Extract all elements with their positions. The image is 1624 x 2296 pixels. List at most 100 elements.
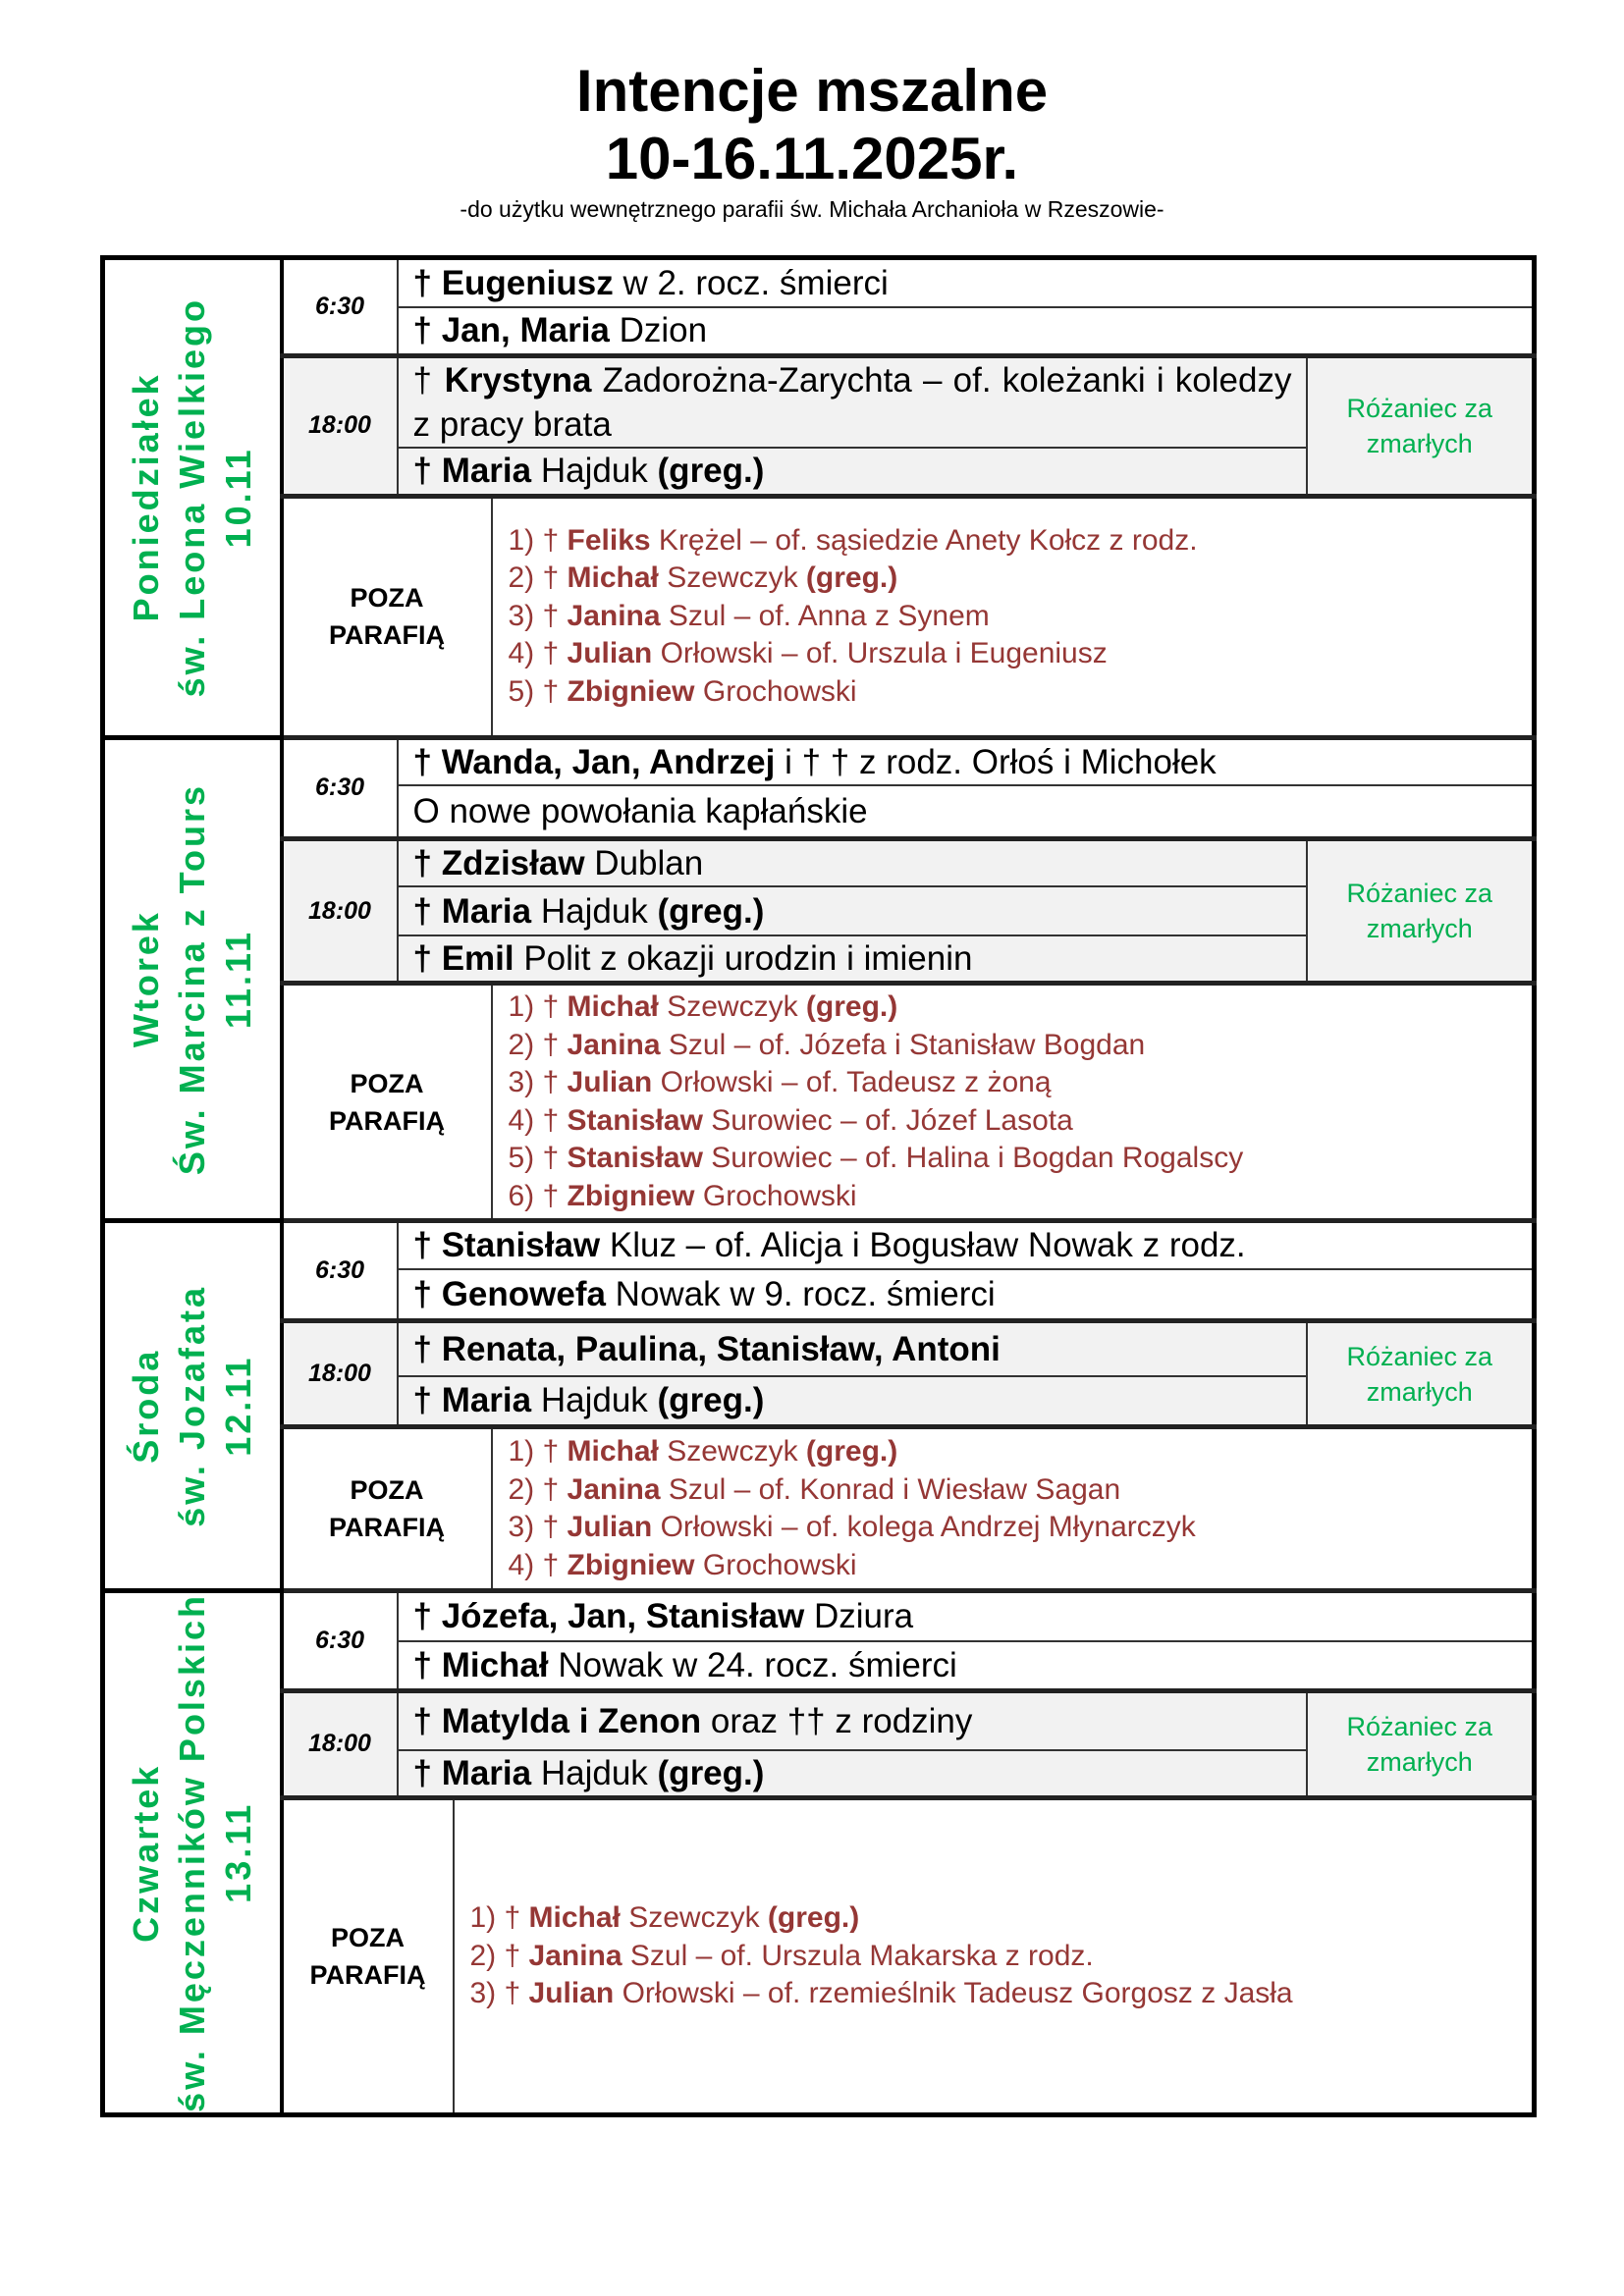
bold-text: Michał	[567, 561, 659, 595]
mass-time-evening: 18:00	[280, 836, 399, 985]
list-item: 4) † Zbigniew Grochowski	[509, 1547, 1196, 1585]
text: Krężel – of. sąsiedzie Anety Kołcz z rod…	[650, 523, 1198, 557]
bold-text: † Matylda i Zenon	[412, 1701, 702, 1740]
list-item: 5) † Zbigniew Grochowski	[509, 673, 1198, 712]
bold-text: † Eugeniusz	[412, 263, 614, 302]
text: Szewczyk	[658, 990, 806, 1023]
intention-row: † Maria Hajduk (greg.)	[103, 1374, 1535, 1428]
text: Nowak w 24. rocz. śmierci	[548, 1645, 957, 1684]
list-item: 3) † Julian Orłowski – of. rzemieślnik T…	[470, 1975, 1293, 2013]
outside-parish: POZA PARAFIĄ 1) † Michał Szewczyk (greg.)…	[284, 1802, 1533, 2112]
intention-text: † Zdzisław Dublan	[396, 836, 1308, 887]
outside-parish: POZA PARAFIĄ 1) † Feliks Krężel – of. sąs…	[284, 501, 1533, 735]
text: Orłowski – of. kolega Andrzej Młynarczyk	[652, 1511, 1196, 1543]
text: Dziura	[804, 1597, 914, 1636]
outside-parish-cell: POZA PARAFIĄ 1) † Michał Szewczyk (greg.)…	[280, 1794, 1536, 2116]
text: Kluz – of. Alicja i Bogusław Nowak z rod…	[600, 1226, 1246, 1265]
rosary-note: Różaniec za zmarłych	[1305, 353, 1536, 497]
weekday-name: Wtorek	[126, 910, 167, 1048]
bold-text: † Renata, Paulina, Stanisław, Antoni	[412, 1329, 1001, 1368]
text: Szewczyk	[658, 1435, 806, 1468]
list-item: 4) † Julian Orłowski – of. Urszula i Eug…	[509, 635, 1198, 673]
outside-parish-row: POZA PARAFIĄ 1) † Michał Szewczyk (greg.)…	[103, 981, 1536, 1222]
text: Dzion	[609, 311, 708, 350]
intention-row: † Emil Polit z okazji urodzin i imienin	[103, 934, 1535, 985]
text: Hajduk	[531, 891, 658, 931]
mass-time-morning: 6:30	[280, 734, 399, 840]
text: Szul – of. Anna z Synem	[660, 599, 990, 632]
bold-text: Julian	[567, 1066, 653, 1098]
text: 6) †	[508, 1179, 568, 1212]
text: Orłowski – of. Tadeusz z żoną	[652, 1066, 1052, 1098]
text: Orłowski – of. rzemieślnik Tadeusz Gorgo…	[614, 1977, 1293, 2010]
text: Szul – of. Konrad i Wiesław Sagan	[660, 1472, 1121, 1506]
bold-text: † Maria	[412, 891, 532, 931]
list-item: 1) † Michał Szewczyk (greg.)	[470, 1899, 1293, 1938]
intention-text: O nowe powołania kapłańskie	[396, 783, 1536, 840]
text: Hajduk	[531, 1381, 658, 1420]
intention-text: † Renata, Paulina, Stanisław, Antoni	[396, 1318, 1308, 1377]
text: 1) †	[508, 523, 568, 557]
intention-text: † Matylda i Zenon oraz †† z rodziny	[396, 1687, 1308, 1751]
intention-row: 18:00 † Krystyna Zadorożna-Zarychta – of.…	[103, 353, 1536, 497]
bold-text: (greg.)	[805, 990, 898, 1023]
intention-row: † Maria Hajduk (greg.)	[103, 447, 1535, 497]
text: Hajduk	[531, 1753, 658, 1792]
text: Hajduk	[531, 452, 658, 491]
list-item: 3) † Julian Orłowski – of. Tadeusz z żon…	[509, 1064, 1244, 1102]
text: Surowiec – of. Józef Lasota	[702, 1103, 1073, 1137]
intention-text: † Maria Hajduk (greg.)	[396, 1374, 1308, 1428]
intention-row: Wtorek Św. Marcina z Tours 11.11 6:30 † Wand…	[100, 734, 1536, 1223]
intention-text: † Genowefa Nowak w 9. rocz. śmierci	[396, 1267, 1536, 1322]
intention-text: † Stanisław Kluz – of. Alicja i Bogusław…	[396, 1218, 1536, 1270]
outside-parish-cell: POZA PARAFIĄ 1) † Michał Szewczyk (greg.)…	[280, 1424, 1536, 1592]
bold-text: Zbigniew	[567, 1548, 695, 1581]
text: 4) †	[508, 1548, 568, 1581]
text: 4) †	[508, 637, 568, 670]
list-item: 2) † Janina Szul – of. Konrad i Wiesław …	[509, 1471, 1196, 1510]
outside-parish: POZA PARAFIĄ 1) † Michał Szewczyk (greg.)…	[284, 1431, 1533, 1588]
bold-text: Julian	[567, 1511, 653, 1543]
text: 1) †	[508, 990, 568, 1023]
outside-parish-cell: POZA PARAFIĄ 1) † Michał Szewczyk (greg.)…	[280, 981, 1536, 1222]
text: 2) †	[469, 1939, 529, 1972]
bold-text: † Zdzisław	[412, 844, 585, 882]
intention-row: † Michał Nowak w 24. rocz. śmierci	[103, 1639, 1536, 1692]
bold-text: Stanisław	[567, 1142, 703, 1174]
mass-time-morning: 6:30	[280, 256, 399, 357]
bold-text: (greg.)	[657, 891, 765, 931]
day-label: Poniedziałek św. Leona Wielkiego 10.11	[123, 297, 261, 697]
text: i † † z rodz. Orłoś i Michołek	[775, 742, 1217, 781]
list-item: 2) † Michał Szewczyk (greg.)	[509, 560, 1198, 598]
intention-text: † Józefa, Jan, Stanisław Dziura	[396, 1588, 1536, 1642]
intention-text: † Maria Hajduk (greg.)	[396, 1748, 1308, 1799]
bold-text: † Stanisław	[412, 1226, 601, 1265]
day-date: 12.11	[218, 1355, 259, 1457]
weekday-name: Poniedziałek	[126, 372, 167, 622]
outside-parish-row: POZA PARAFIĄ 1) † Feliks Krężel – of. sąs…	[103, 493, 1536, 738]
bold-text: (greg.)	[767, 1901, 860, 1935]
outside-parish-label: POZA PARAFIĄ	[284, 1431, 493, 1588]
text: 5) †	[508, 1142, 568, 1174]
bold-text: Krystyna	[444, 361, 592, 400]
text: Nowak w 9. rocz. śmierci	[605, 1274, 996, 1313]
list-item: 3) † Janina Szul – of. Anna z Synem	[509, 598, 1198, 636]
saint-name: św. Leona Wielkiego	[172, 297, 213, 698]
text: Szewczyk	[658, 561, 806, 595]
weekday-name: Czwartek	[126, 1763, 167, 1943]
intention-text: † Michał Nowak w 24. rocz. śmierci	[396, 1639, 1536, 1692]
bold-text: Janina	[528, 1939, 623, 1972]
mass-time-morning: 6:30	[280, 1588, 399, 1692]
intention-row: 18:00 † Zdzisław Dublan Różaniec za zmarły…	[103, 836, 1536, 985]
outside-parish-list: 1) † Michał Szewczyk (greg.) 2) † Janina …	[455, 1802, 1293, 2112]
text: Polit z okazji urodzin i imienin	[514, 939, 973, 978]
intention-row: † Maria Hajduk (greg.)	[103, 1748, 1535, 1799]
day-date: 11.11	[218, 929, 259, 1029]
outside-parish-label: POZA PARAFIĄ	[284, 501, 493, 735]
outside-parish-cell: POZA PARAFIĄ 1) † Feliks Krężel – of. sąs…	[280, 493, 1536, 738]
intention-text: † Krystyna Zadorożna-Zarychta – of. kole…	[396, 353, 1308, 449]
day-cell: Poniedziałek św. Leona Wielkiego 10.11	[100, 255, 284, 740]
bold-text: Michał	[567, 1435, 659, 1468]
subtitle: -do użytku wewnętrznego parafii św. Mich…	[460, 196, 1164, 222]
text: Grochowski	[694, 1548, 857, 1581]
